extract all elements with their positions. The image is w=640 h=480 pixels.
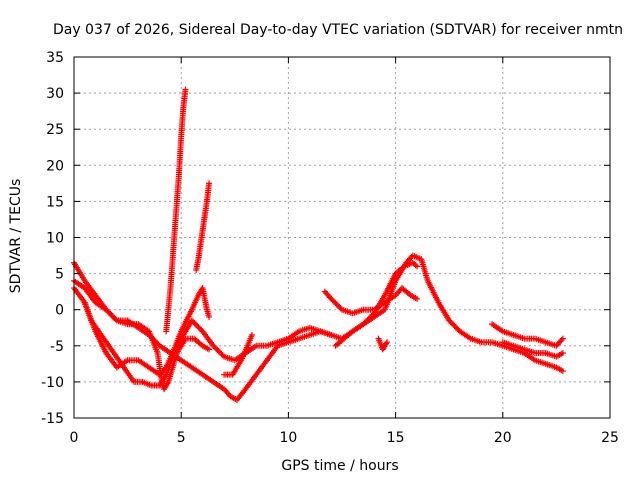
- y-tick-label: -5: [50, 339, 64, 355]
- axis-ticks: 0 5 10 15 20 25 -15 -10 -5 0 5 10 15 20 25 30 35: [41, 50, 619, 446]
- y-tick-label: 15: [46, 194, 64, 210]
- x-tick-label: 20: [494, 430, 512, 446]
- data-point: [559, 335, 566, 342]
- chart-title: Day 037 of 2026, Sidereal Day-to-day VTE…: [53, 22, 623, 38]
- data-point: [105, 309, 112, 316]
- data-point: [332, 299, 339, 306]
- series-arc-a: [71, 252, 566, 403]
- x-tick-label: 15: [387, 430, 405, 446]
- y-tick-label: 35: [46, 50, 64, 66]
- data-point: [109, 313, 116, 320]
- data-point: [194, 322, 201, 329]
- data-point: [361, 319, 368, 326]
- data-point: [363, 318, 370, 325]
- data-point: [328, 331, 335, 338]
- data-point: [367, 314, 374, 321]
- data-point: [446, 317, 453, 324]
- data-point: [450, 321, 457, 328]
- series-arc-g: [321, 285, 421, 317]
- data-point: [218, 350, 225, 357]
- series-arc-i: [375, 335, 391, 353]
- data-point: [206, 180, 213, 187]
- data-point: [191, 320, 198, 327]
- data-point: [248, 331, 255, 338]
- series-arc-f: [163, 317, 335, 378]
- data-point: [219, 352, 226, 359]
- y-tick-label: 25: [46, 122, 64, 138]
- data-point: [112, 316, 119, 323]
- data-point: [330, 298, 337, 305]
- x-axis-label: GPS time / hours: [281, 458, 398, 474]
- data-point: [333, 301, 340, 308]
- data-points: [71, 86, 566, 403]
- y-tick-label: -15: [41, 411, 64, 427]
- y-axis-label: SDTVAR / TECUs: [8, 179, 24, 294]
- data-point: [214, 346, 221, 353]
- data-point: [452, 324, 459, 331]
- data-point: [559, 350, 566, 357]
- data-point: [447, 318, 454, 325]
- data-point: [217, 349, 224, 356]
- data-point: [196, 325, 203, 332]
- series-spike-2: [193, 180, 213, 273]
- y-tick-label: -10: [41, 375, 64, 391]
- data-point: [337, 305, 344, 312]
- data-point: [414, 295, 421, 302]
- series-arc-d: [81, 299, 170, 389]
- series-arc-h: [332, 259, 421, 349]
- y-tick-label: 20: [46, 158, 64, 174]
- data-point: [329, 297, 336, 304]
- y-tick-label: 5: [55, 267, 64, 283]
- data-point: [192, 321, 199, 328]
- data-point: [360, 321, 367, 328]
- series-spike-1: [163, 86, 189, 335]
- series-arc-k: [499, 339, 566, 360]
- data-point: [210, 342, 217, 349]
- data-point: [414, 263, 421, 270]
- data-point: [451, 322, 458, 329]
- y-tick-label: 0: [55, 303, 64, 319]
- data-point: [364, 317, 371, 324]
- data-point: [213, 345, 220, 352]
- x-tick-label: 0: [70, 430, 79, 446]
- data-point: [215, 348, 222, 355]
- y-tick-label: 10: [46, 231, 64, 247]
- data-point: [336, 303, 343, 310]
- series-arc-j: [489, 321, 566, 349]
- data-point: [195, 324, 202, 331]
- data-point: [182, 86, 189, 93]
- data-point: [108, 312, 115, 319]
- data-point: [188, 317, 195, 324]
- data-point: [328, 295, 335, 302]
- data-point: [448, 320, 455, 327]
- data-point: [454, 325, 461, 332]
- data-point: [103, 306, 110, 313]
- data-point: [365, 315, 372, 322]
- data-point: [368, 313, 375, 320]
- data-point: [107, 310, 114, 317]
- data-point: [206, 313, 213, 320]
- y-tick-label: 30: [46, 86, 64, 102]
- data-point: [104, 308, 111, 315]
- x-tick-label: 10: [279, 430, 297, 446]
- data-point: [384, 339, 391, 346]
- data-point: [334, 302, 341, 309]
- data-point: [206, 346, 213, 353]
- data-point: [559, 368, 566, 375]
- x-tick-label: 5: [177, 430, 186, 446]
- x-tick-label: 25: [601, 430, 619, 446]
- data-point: [111, 314, 118, 321]
- data-point: [190, 318, 197, 325]
- data-point: [211, 344, 218, 351]
